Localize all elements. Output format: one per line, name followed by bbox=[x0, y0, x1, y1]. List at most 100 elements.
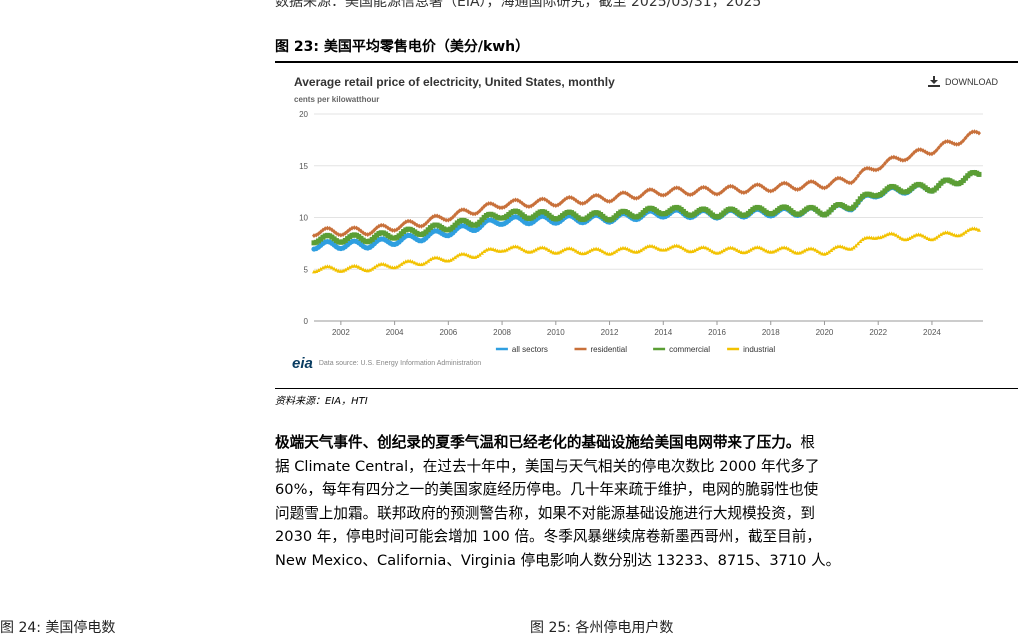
data-point-residential bbox=[826, 182, 831, 188]
download-button[interactable]: DOWNLOAD bbox=[927, 76, 998, 87]
paragraph-line-2: 据 Climate Central，在过去十年中，美国与天气相关的停电次数比 2… bbox=[275, 457, 820, 475]
data-point-industrial bbox=[972, 226, 977, 231]
data-point-industrial bbox=[762, 247, 767, 252]
data-point-industrial bbox=[361, 267, 366, 272]
data-point-industrial bbox=[629, 248, 634, 253]
data-point-residential bbox=[706, 186, 711, 192]
data-point-residential bbox=[813, 180, 818, 186]
data-point-residential bbox=[432, 213, 437, 219]
data-point-residential bbox=[770, 188, 775, 193]
data-point-residential bbox=[880, 163, 885, 169]
data-point-industrial bbox=[314, 269, 319, 274]
paragraph-line-1-tail: 根 bbox=[800, 434, 815, 451]
data-point-residential bbox=[343, 230, 348, 236]
data-point-residential bbox=[963, 135, 968, 141]
data-point-residential bbox=[779, 181, 784, 187]
data-point-residential bbox=[847, 180, 852, 186]
data-point-residential bbox=[840, 176, 845, 182]
data-point-residential bbox=[692, 190, 697, 196]
data-point-residential bbox=[526, 204, 531, 210]
data-point-industrial bbox=[612, 250, 617, 255]
data-point-residential bbox=[345, 228, 350, 234]
data-point-industrial bbox=[853, 243, 858, 248]
data-point-industrial bbox=[327, 264, 332, 269]
data-point-industrial bbox=[800, 249, 805, 254]
data-point-industrial bbox=[408, 258, 413, 263]
data-point-residential bbox=[650, 187, 655, 193]
data-point-industrial bbox=[372, 265, 377, 270]
paragraph-line-5: 2030 年，停电时间可能会增加 100 倍。冬季风暴继续席卷新墨西哥州，截至目… bbox=[275, 528, 821, 546]
data-point-residential bbox=[972, 129, 977, 135]
data-point-commercial bbox=[855, 199, 861, 205]
paragraph-line-4: 问题雪上加霜。联邦政府的预测警告称，如果不对能源基础设施进行大规模投资，到 bbox=[275, 504, 815, 522]
data-point-industrial bbox=[815, 249, 820, 253]
data-point-residential bbox=[647, 187, 652, 192]
data-point-residential bbox=[905, 156, 910, 162]
data-point-industrial bbox=[332, 266, 337, 271]
data-point-residential bbox=[477, 208, 482, 214]
figure-title: 图 23: 美国平均零售电价（美分/kwh） bbox=[275, 39, 530, 55]
data-point-industrial bbox=[786, 246, 791, 251]
data-point-industrial bbox=[757, 245, 762, 250]
data-point-industrial bbox=[517, 245, 522, 250]
data-point-industrial bbox=[936, 233, 941, 238]
data-point-residential bbox=[379, 222, 384, 228]
data-point-industrial bbox=[932, 236, 937, 241]
data-point-residential bbox=[370, 229, 375, 235]
data-point-industrial bbox=[388, 264, 393, 269]
data-point-industrial bbox=[571, 247, 576, 252]
data-point-residential bbox=[873, 167, 878, 173]
data-point-industrial bbox=[952, 232, 957, 237]
paragraph-line-1: 极端天气事件、创纪录的夏季气温和已经老化的基础设施给美国电网带来了压力。根 bbox=[275, 431, 1020, 455]
source-caption: 资料来源：EIA，HTI bbox=[275, 396, 368, 407]
data-point-industrial bbox=[609, 251, 614, 256]
data-point-residential bbox=[397, 225, 402, 231]
data-point-residential bbox=[629, 194, 634, 200]
body-paragraph: 极端天气事件、创纪录的夏季气温和已经老化的基础设施给美国电网带来了压力。根 据 … bbox=[275, 431, 1020, 573]
data-point-industrial bbox=[851, 245, 856, 250]
data-point-residential bbox=[820, 185, 825, 191]
data-point-industrial bbox=[717, 250, 722, 255]
data-point-residential bbox=[708, 188, 713, 194]
data-point-residential bbox=[468, 210, 473, 216]
data-point-residential bbox=[553, 203, 558, 208]
data-point-industrial bbox=[788, 248, 793, 252]
data-point-industrial bbox=[544, 246, 549, 251]
data-point-residential bbox=[470, 211, 475, 217]
data-point-industrial bbox=[603, 250, 608, 255]
data-point-residential bbox=[912, 150, 917, 155]
data-point-industrial bbox=[636, 249, 641, 254]
legend-label-all-sectors: all sectors bbox=[512, 345, 548, 354]
data-point-residential bbox=[757, 182, 762, 188]
data-point-industrial bbox=[652, 244, 657, 249]
data-point-industrial bbox=[894, 233, 899, 237]
data-point-industrial bbox=[791, 249, 796, 254]
data-point-industrial bbox=[900, 236, 905, 241]
data-point-residential bbox=[833, 176, 838, 182]
data-point-industrial bbox=[435, 255, 440, 260]
data-point-residential bbox=[907, 154, 912, 160]
data-point-industrial bbox=[506, 246, 511, 251]
data-point-residential bbox=[513, 197, 518, 203]
x-tick-label-2004: 2004 bbox=[386, 328, 404, 337]
data-point-industrial bbox=[560, 248, 565, 253]
data-point-industrial bbox=[450, 256, 455, 261]
data-point-industrial bbox=[464, 252, 469, 257]
data-point-residential bbox=[793, 186, 798, 192]
data-point-residential bbox=[475, 210, 480, 216]
data-point-residential bbox=[643, 189, 648, 195]
data-point-residential bbox=[428, 216, 433, 222]
data-point-residential bbox=[618, 191, 623, 196]
data-point-industrial bbox=[710, 249, 715, 254]
data-point-industrial bbox=[549, 249, 554, 254]
data-point-industrial bbox=[732, 246, 737, 251]
chart-source-row: eia Data source: U.S. Energy Information… bbox=[292, 355, 481, 372]
data-point-industrial bbox=[448, 258, 453, 262]
data-point-industrial bbox=[641, 246, 646, 251]
data-point-industrial bbox=[844, 246, 849, 251]
data-point-residential bbox=[728, 183, 733, 189]
data-point-industrial bbox=[569, 246, 574, 251]
chart-title: Average retail price of electricity, Uni… bbox=[294, 75, 615, 89]
data-point-industrial bbox=[744, 250, 749, 254]
data-point-residential bbox=[715, 191, 720, 197]
